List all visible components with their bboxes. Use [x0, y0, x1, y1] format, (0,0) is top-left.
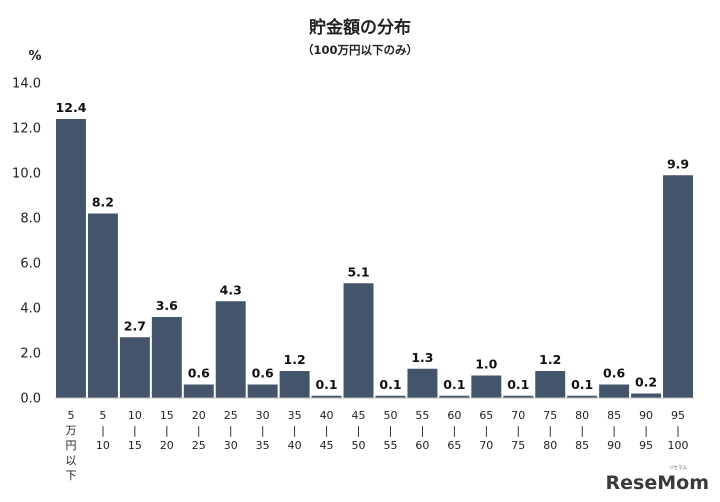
- bar: [215, 301, 246, 398]
- data-labels: 12.4 8.2 2.7 3.6 0.6 4.3 0.6 1.2 0.1 5.1 0.1 1.3 0.1…: [56, 100, 690, 392]
- chart-title: 貯金額の分布: [309, 17, 411, 38]
- data-label: 5.1: [347, 264, 369, 279]
- data-label: 0.6: [188, 366, 210, 381]
- data-label: 12.4: [56, 100, 87, 115]
- bar: [407, 368, 438, 398]
- bar: [247, 384, 278, 398]
- bar: [471, 375, 502, 398]
- data-label: 8.2: [92, 195, 114, 210]
- x-tick-label: 90 | 95: [639, 409, 653, 452]
- bar: [439, 395, 470, 398]
- logo-ruby: リセマム: [669, 465, 687, 471]
- data-label: 0.1: [571, 377, 593, 392]
- x-tick-label: 40 | 45: [320, 409, 334, 452]
- x-tick-label: 95 | 100: [668, 409, 689, 452]
- bar: [567, 395, 598, 398]
- data-label: 0.6: [603, 366, 625, 381]
- resemom-logo: リセマム ReseMom: [606, 465, 709, 494]
- bar: [503, 395, 534, 398]
- x-tick-label: 20 | 25: [192, 409, 206, 452]
- bar: [599, 384, 630, 398]
- bars: [56, 119, 693, 398]
- data-label: 0.1: [315, 377, 337, 392]
- x-tick-label: 70 | 75: [511, 409, 525, 452]
- x-tick-label: 10 | 15: [128, 409, 142, 452]
- bar: [151, 317, 182, 398]
- x-tick-label: 30 | 35: [256, 409, 270, 452]
- bar: [343, 283, 374, 398]
- bar: [535, 371, 566, 398]
- bar: [375, 395, 406, 398]
- x-tick-label: 25 | 30: [224, 409, 238, 452]
- y-tick-label: 14.0: [12, 77, 41, 92]
- y-tick-label: 8.0: [20, 212, 41, 227]
- x-tick-label: 15 | 20: [160, 409, 174, 452]
- data-label: 0.6: [252, 366, 274, 381]
- data-label: 4.3: [220, 282, 242, 297]
- x-tick-label: 60 | 65: [447, 409, 461, 452]
- bar: [183, 384, 214, 398]
- x-axis: 5 万円以下 5 | 10 10 | 15 15 | 20 20 | 25 25 | 30 30 | 35 35 | 40 4…: [65, 409, 688, 482]
- y-tick-label: 6.0: [20, 257, 41, 272]
- y-axis-unit: %: [28, 49, 41, 64]
- x-tick-label: 75 | 80: [543, 409, 557, 452]
- x-tick-label: 65 | 70: [479, 409, 493, 452]
- bar: [119, 337, 150, 398]
- bar: [56, 119, 86, 398]
- data-label: 9.9: [667, 156, 689, 171]
- bar: [311, 395, 342, 398]
- y-tick-label: 12.0: [12, 122, 41, 137]
- bar: [663, 175, 693, 398]
- x-tick-label: 55 | 60: [415, 409, 429, 452]
- data-label: 0.2: [635, 375, 657, 390]
- x-tick-label: 35 | 40: [288, 409, 302, 452]
- data-label: 2.7: [124, 318, 146, 333]
- data-label: 0.1: [379, 377, 401, 392]
- data-label: 3.6: [156, 298, 178, 313]
- y-axis: 0.0 2.0 4.0 6.0 8.0 10.0 12.0 14.0: [12, 77, 41, 407]
- y-tick-label: 0.0: [20, 392, 41, 407]
- data-label: 0.1: [507, 377, 529, 392]
- y-tick-label: 4.0: [20, 302, 41, 317]
- bar: [279, 371, 310, 398]
- logo-text: ReseMom: [606, 472, 709, 494]
- data-label: 1.2: [539, 352, 561, 367]
- y-tick-label: 2.0: [20, 347, 41, 362]
- x-tick-label: 50 | 55: [383, 409, 397, 452]
- x-tick-label: 85 | 90: [607, 409, 621, 452]
- data-label: 0.1: [443, 377, 465, 392]
- data-label: 1.3: [411, 350, 433, 365]
- x-tick-label: 45 | 50: [352, 409, 366, 452]
- x-tick-label: 80 | 85: [575, 409, 589, 452]
- x-tick-label: 5 万円以下: [65, 409, 76, 482]
- y-tick-label: 10.0: [12, 167, 41, 182]
- chart-subtitle: （100万円以下のみ）: [302, 43, 418, 57]
- bar: [631, 393, 662, 398]
- data-label: 1.0: [475, 357, 497, 372]
- x-tick-label: 5 | 10: [96, 409, 110, 452]
- data-label: 1.2: [284, 352, 306, 367]
- bar: [87, 213, 118, 398]
